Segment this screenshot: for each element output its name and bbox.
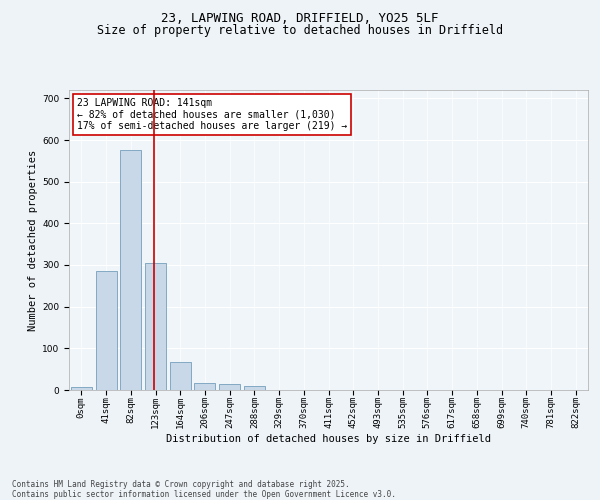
Bar [71,386,92,390]
Text: Size of property relative to detached houses in Driffield: Size of property relative to detached ho… [97,24,503,37]
Text: 23, LAPWING ROAD, DRIFFIELD, YO25 5LF: 23, LAPWING ROAD, DRIFFIELD, YO25 5LF [161,12,439,26]
Y-axis label: Number of detached properties: Number of detached properties [28,150,38,330]
Text: Contains HM Land Registry data © Crown copyright and database right 2025.
Contai: Contains HM Land Registry data © Crown c… [12,480,396,499]
Bar [170,362,191,390]
Text: 23 LAPWING ROAD: 141sqm
← 82% of detached houses are smaller (1,030)
17% of semi: 23 LAPWING ROAD: 141sqm ← 82% of detache… [77,98,347,130]
Bar [194,382,215,390]
Bar [145,263,166,390]
Bar [244,386,265,390]
Bar [95,271,116,390]
Bar [219,384,240,390]
Bar [120,150,141,390]
X-axis label: Distribution of detached houses by size in Driffield: Distribution of detached houses by size … [166,434,491,444]
